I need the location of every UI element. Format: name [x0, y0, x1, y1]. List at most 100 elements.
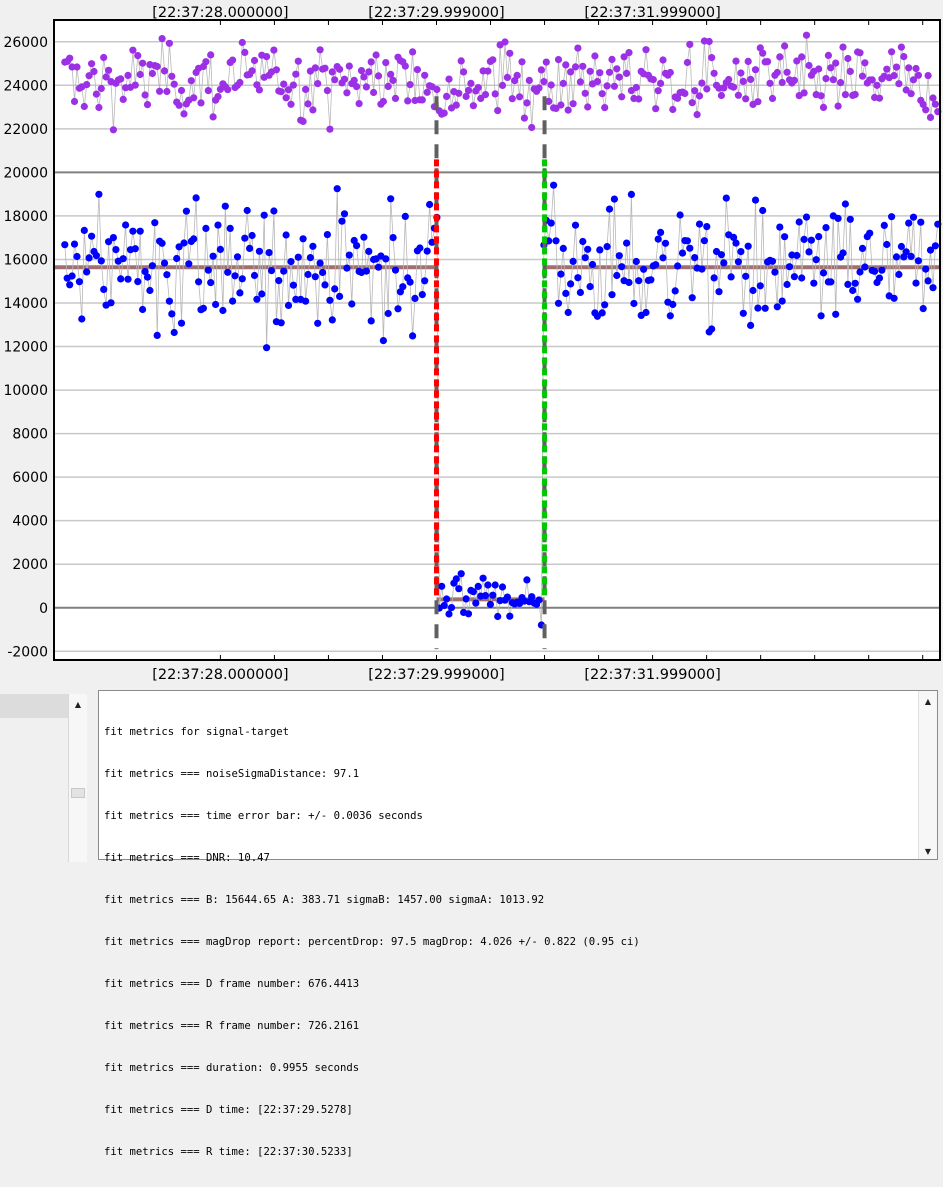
target-point	[669, 300, 677, 309]
target-point	[581, 254, 589, 262]
comparison-point	[148, 69, 156, 78]
log-line: fit metrics === D frame number: 676.4413	[104, 978, 360, 990]
comparison-point	[491, 90, 499, 98]
comparison-point	[440, 109, 448, 117]
target-point	[523, 576, 531, 584]
y-tick-label: 8000	[12, 427, 48, 443]
comparison-point	[861, 59, 869, 67]
comparison-point	[498, 81, 507, 89]
target-point	[382, 255, 390, 263]
comparison-point	[350, 76, 358, 84]
y-tick-label: 0	[39, 601, 48, 617]
target-point	[109, 234, 117, 242]
comparison-point	[596, 69, 604, 77]
comparison-point	[83, 81, 91, 89]
comparison-point	[905, 64, 913, 72]
comparison-point	[379, 97, 387, 106]
target-point	[554, 299, 563, 307]
target-point	[289, 281, 297, 289]
target-point	[418, 291, 426, 299]
target-point	[489, 591, 497, 599]
y-tick-label: 20000	[3, 165, 48, 181]
left-scroll-thumb[interactable]	[71, 788, 85, 798]
comparison-point	[717, 91, 726, 100]
comparison-point	[423, 88, 431, 96]
target-point	[924, 277, 932, 285]
target-point	[146, 286, 154, 295]
target-point	[202, 224, 210, 232]
target-point	[195, 278, 203, 286]
target-point	[914, 257, 923, 265]
comparison-point	[922, 106, 930, 114]
target-point	[440, 601, 448, 610]
target-point	[759, 206, 767, 215]
scroll-up-arrow-icon[interactable]: ▲	[69, 696, 87, 712]
comparison-point	[569, 100, 577, 108]
light-curve-plot: -2000 0 2000 4000 6000 8000 10000 12000 14000 160…	[3, 5, 942, 683]
comparison-point	[846, 67, 854, 75]
comparison-point	[207, 51, 215, 59]
comparison-point	[168, 72, 176, 80]
comparison-point	[353, 83, 361, 91]
comparison-point	[875, 94, 884, 102]
comparison-point	[294, 57, 302, 65]
target-point	[246, 244, 254, 252]
target-point	[192, 194, 200, 202]
target-point	[498, 583, 507, 591]
comparison-point	[263, 53, 271, 61]
comparison-point	[691, 87, 699, 95]
target-point	[131, 245, 139, 253]
comparison-point	[528, 123, 536, 132]
target-point	[348, 300, 356, 308]
selected-list-row[interactable]	[0, 694, 68, 718]
comparison-point	[355, 100, 363, 108]
target-point	[250, 271, 259, 280]
comparison-point	[299, 117, 307, 125]
log-scrollbar[interactable]: ▲ ▼	[918, 691, 937, 859]
comparison-point	[153, 62, 161, 71]
comparison-point	[593, 77, 602, 86]
comparison-point	[287, 100, 295, 108]
comparison-point	[90, 67, 98, 76]
target-point	[207, 279, 215, 287]
target-point	[897, 242, 906, 251]
left-scrollbar[interactable]: ▲	[68, 694, 87, 862]
scroll-up-arrow-icon[interactable]: ▲	[919, 693, 937, 709]
comparison-point	[236, 78, 244, 87]
comparison-point	[783, 68, 791, 76]
comparison-point	[805, 61, 813, 70]
target-point	[827, 278, 835, 286]
target-point	[199, 304, 207, 312]
comparison-point	[851, 90, 859, 99]
comparison-point	[844, 54, 852, 63]
comparison-point	[292, 70, 300, 78]
target-point	[615, 252, 623, 260]
comparison-point	[705, 37, 713, 46]
comparison-point	[929, 94, 937, 102]
comparison-point	[328, 68, 336, 76]
y-tick-label: 24000	[3, 78, 48, 94]
target-point	[365, 247, 373, 255]
scroll-down-arrow-icon[interactable]: ▼	[919, 843, 937, 859]
comparison-point	[686, 40, 694, 49]
comparison-point	[503, 73, 511, 81]
comparison-point	[343, 89, 351, 97]
comparison-point	[766, 79, 774, 87]
target-point	[445, 610, 453, 618]
target-point	[730, 233, 738, 241]
target-point	[841, 200, 850, 208]
comparison-point	[751, 66, 760, 74]
comparison-point	[304, 100, 312, 108]
comparison-point	[681, 89, 689, 98]
target-point	[579, 237, 587, 246]
left-list[interactable]	[0, 690, 68, 862]
comparison-point	[391, 94, 400, 102]
target-point	[367, 317, 375, 325]
fit-metrics-log[interactable]: fit metrics for signal-target fit metric…	[98, 690, 938, 1158]
target-point	[858, 244, 867, 252]
comparison-point	[625, 49, 633, 57]
light-curve-chart[interactable]: -2000 0 2000 4000 6000 8000 10000 12000 14000 160…	[0, 0, 943, 686]
comparison-point	[608, 55, 616, 64]
target-point	[182, 207, 190, 215]
comparison-point	[513, 71, 521, 79]
